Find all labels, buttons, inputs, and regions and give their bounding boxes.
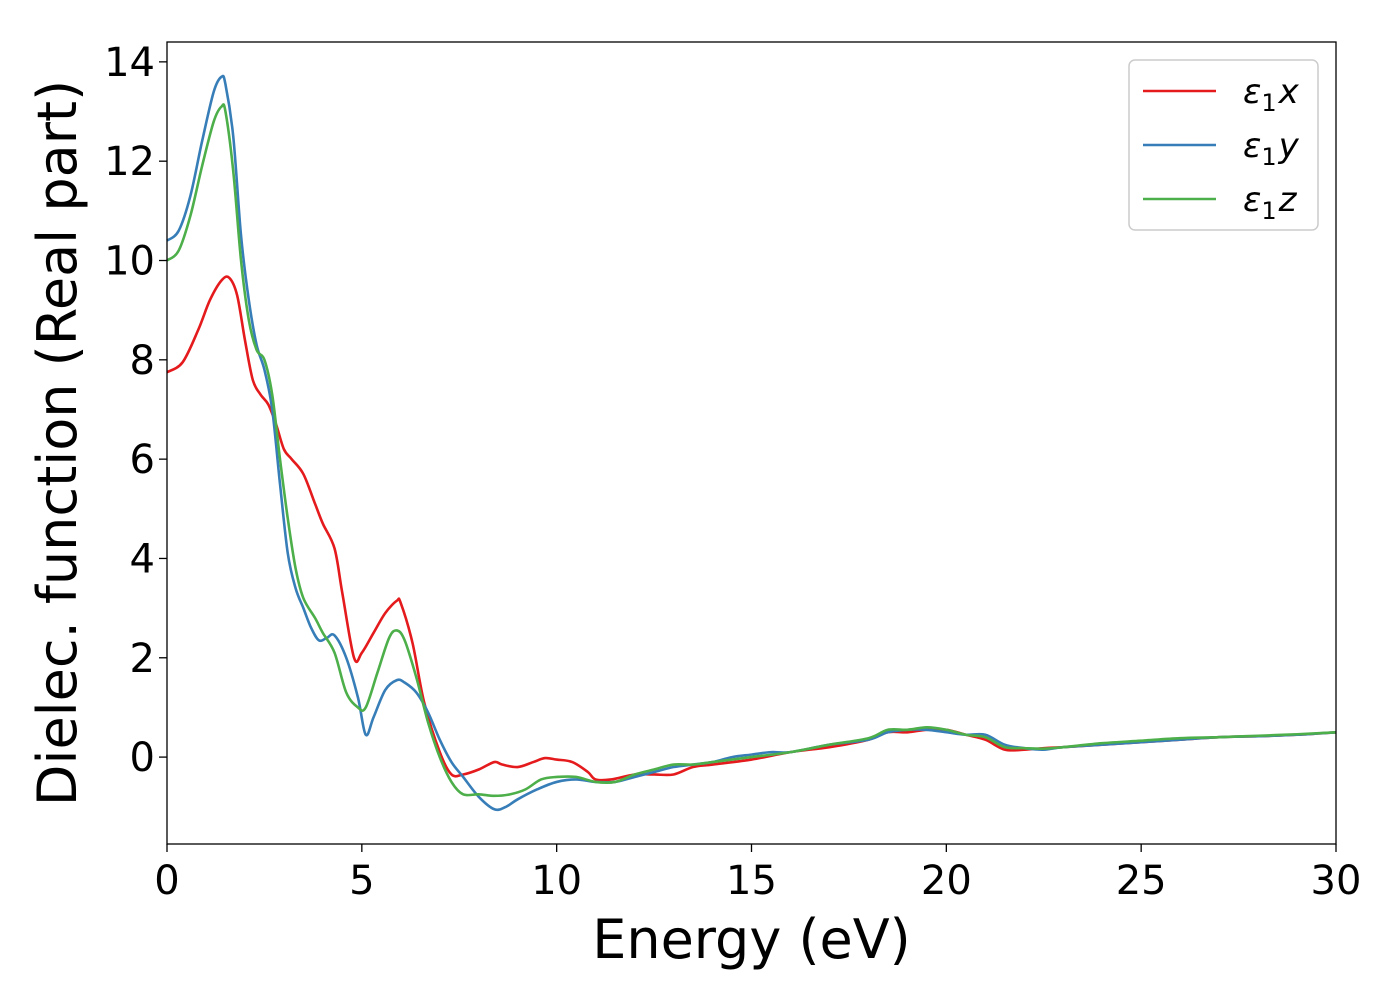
legend: ε1x ε1y ε1z <box>1128 59 1319 231</box>
y-tick-label: 8 <box>130 338 155 384</box>
series-line-z <box>166 103 1337 798</box>
y-tick-label: 2 <box>130 636 155 682</box>
x-tick-label: 20 <box>921 858 972 904</box>
x-tick-label: 5 <box>349 858 374 904</box>
x-tick-label: 30 <box>1311 858 1362 904</box>
legend-item-x: ε1x <box>1143 72 1300 117</box>
x-tick-label: 0 <box>154 858 179 904</box>
y-tick-label: 14 <box>104 40 155 86</box>
x-tick-label: 25 <box>1116 858 1167 904</box>
y-axis-title: Dielec. function (Real part) <box>26 80 89 806</box>
x-tick-label: 15 <box>726 858 777 904</box>
legend-label: ε1x <box>1243 72 1300 117</box>
y-tick-label: 10 <box>104 239 155 285</box>
legend-item-y: ε1y <box>1143 126 1300 171</box>
legend-item-z: ε1z <box>1143 180 1298 225</box>
y-axis: 0 2 4 6 8 10 12 14 <box>104 40 167 781</box>
plot-lines <box>166 74 1337 812</box>
y-tick-label: 0 <box>130 735 155 781</box>
x-axis-title: Energy (eV) <box>592 908 911 971</box>
legend-items: ε1x ε1y ε1z <box>1143 72 1300 225</box>
y-tick-label: 6 <box>130 437 155 483</box>
legend-label: ε1z <box>1243 180 1298 225</box>
y-tick-label: 4 <box>130 536 155 582</box>
x-axis: 0 5 10 15 20 25 30 <box>154 844 1361 904</box>
x-tick-label: 10 <box>531 858 582 904</box>
legend-label: ε1y <box>1243 126 1300 171</box>
y-tick-label: 12 <box>104 139 155 185</box>
legend-box <box>1128 59 1319 231</box>
